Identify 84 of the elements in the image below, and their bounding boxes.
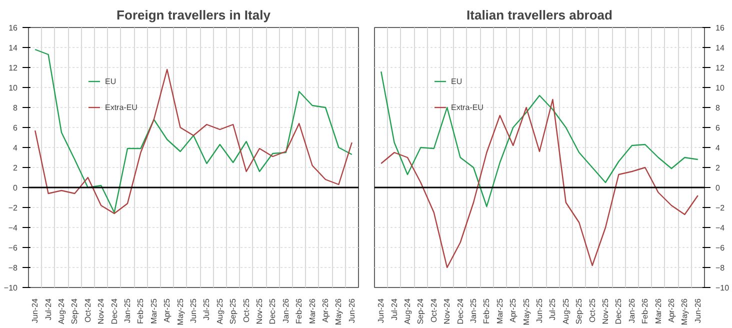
x-tick-label: Sep-25 [228,298,238,324]
y-tick-label: 12 [716,64,725,72]
x-tick-label: Jan-26 [627,298,636,323]
x-tick-label: Apr-25 [162,298,172,323]
x-tick-label: Sep-25 [574,298,584,324]
y-tick-label: −8 [716,264,726,272]
y-tick-label: 2 [13,164,18,172]
x-tick-label: Jun-26 [693,298,702,323]
x-tick-label: May-26 [680,298,690,326]
legend-label: EU [105,76,118,86]
x-tick-label: Jun-26 [347,298,356,323]
x-tick-label: Aug-24 [403,298,412,324]
y-tick-label: 10 [8,84,18,92]
y-tick-label: −4 [716,224,726,232]
x-tick-label: Aug-25 [561,298,570,324]
y-tick-label: 8 [716,104,720,112]
y-tick-label: 2 [716,164,720,172]
y-tick-label: −2 [716,204,726,212]
y-tick-label: −8 [8,264,18,272]
x-tick-label: May-26 [334,298,344,326]
chart-title: Foreign travellers in Italy [116,8,272,22]
y-tick-label: 14 [716,44,725,52]
x-tick-label: Mar-25 [495,298,504,324]
x-tick-label: Feb-26 [640,298,650,324]
x-tick-label: Apr-26 [667,298,676,323]
y-tick-label: 0 [13,184,18,192]
legend-label: Extra-EU [451,102,484,112]
y-tick-label: 12 [8,64,18,72]
x-tick-label: Jun-25 [189,298,198,323]
x-tick-label: Nov-25 [255,298,264,324]
x-tick-label: Jul-25 [202,298,212,320]
x-tick-label: Jun-25 [535,298,544,323]
x-tick-label: Aug-24 [57,298,66,324]
x-tick-label: Sep-24 [416,298,426,324]
y-tick-label: −10 [4,284,18,292]
x-tick-label: Nov-24 [96,298,106,324]
chart-title: Italian travellers abroad [466,8,613,22]
x-tick-label: Feb-25 [482,298,492,324]
x-tick-label: Jan-25 [469,298,478,323]
x-tick-label: Dec-25 [614,298,624,324]
y-tick-label: −10 [716,284,730,292]
legend-label: Extra-EU [105,102,138,112]
y-tick-label: −6 [716,244,726,252]
x-tick-label: Apr-26 [321,298,330,323]
x-tick-label: Jan-25 [123,298,132,323]
x-tick-label: Dec-24 [456,298,465,324]
y-tick-label: 14 [8,44,18,52]
y-tick-label: −6 [8,244,18,252]
y-tick-label: 16 [716,24,725,32]
y-tick-label: 10 [716,84,725,92]
x-tick-label: Nov-24 [442,298,452,324]
y-tick-label: 6 [13,124,18,132]
x-tick-label: Nov-25 [601,298,610,324]
y-tick-label: 4 [716,144,720,152]
x-tick-label: Feb-25 [136,298,146,324]
y-tick-label: 16 [8,24,18,32]
x-tick-label: Mar-26 [308,298,317,324]
x-tick-label: Oct-25 [242,298,251,323]
x-tick-label: Dec-25 [268,298,278,324]
x-tick-label: Jul-24 [390,298,399,320]
x-tick-label: Jan-26 [281,298,290,323]
x-tick-label: Aug-25 [215,298,224,324]
x-tick-label: Apr-25 [508,298,518,323]
x-tick-label: Feb-26 [294,298,304,324]
x-tick-label: Jul-24 [44,298,53,320]
x-tick-label: May-25 [176,298,185,326]
y-tick-label: 8 [13,104,18,112]
legend-label: EU [451,76,464,86]
y-tick-label: 0 [716,184,720,192]
y-tick-label: −4 [8,224,18,232]
x-tick-label: Jul-25 [548,298,558,320]
y-tick-label: 6 [716,124,720,132]
x-tick-label: Dec-24 [110,298,119,324]
x-tick-label: Oct-25 [588,298,597,323]
y-tick-label: −2 [8,204,18,212]
x-tick-label: Jun-24 [30,298,40,323]
x-tick-label: Oct-24 [429,298,438,323]
x-tick-label: Jun-24 [376,298,386,323]
y-tick-label: 4 [13,144,18,152]
x-tick-label: May-25 [522,298,531,326]
x-tick-label: Mar-26 [654,298,663,324]
x-tick-label: Mar-25 [149,298,158,324]
x-tick-label: Sep-24 [70,298,80,324]
x-tick-label: Oct-24 [83,298,92,323]
